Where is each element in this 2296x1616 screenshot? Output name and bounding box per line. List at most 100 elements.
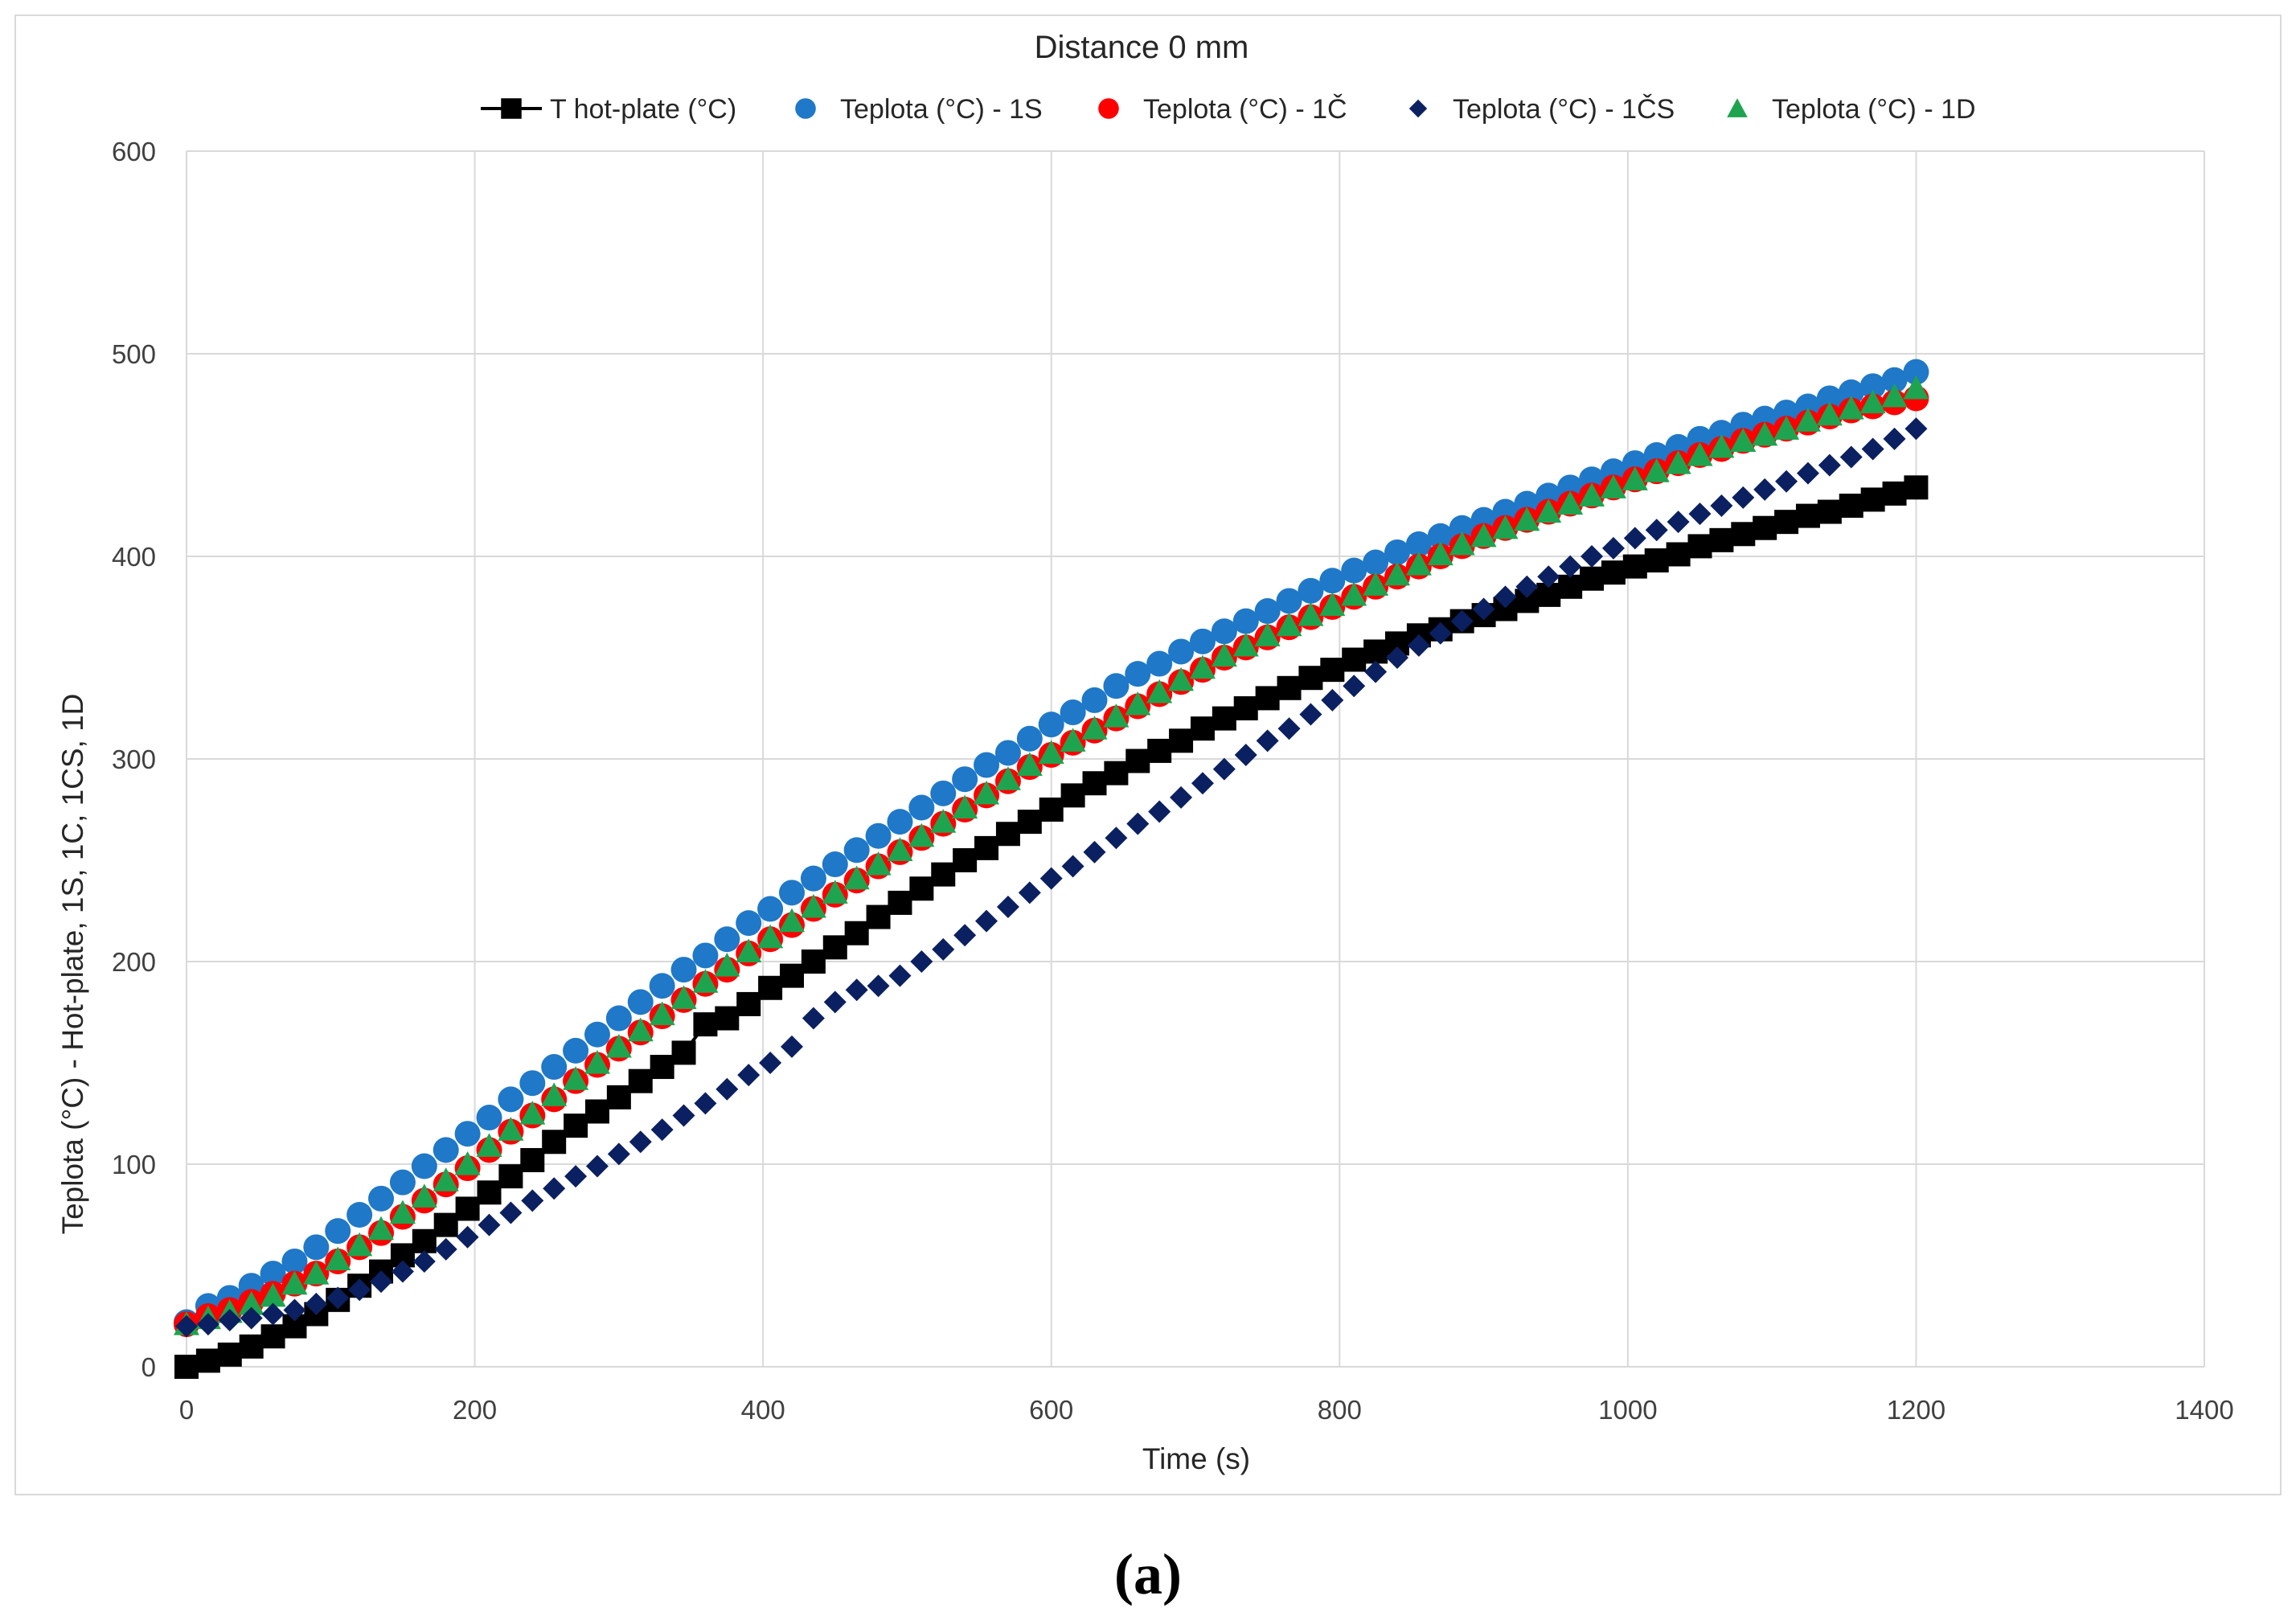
data-point	[781, 1035, 803, 1058]
data-point	[629, 1130, 652, 1154]
data-point	[888, 890, 912, 915]
data-point	[1232, 632, 1259, 657]
data-point	[454, 1121, 481, 1147]
data-point	[303, 1234, 330, 1261]
data-point	[1581, 545, 1604, 568]
data-point	[757, 924, 784, 949]
data-point	[649, 1001, 675, 1026]
data-point	[715, 1077, 739, 1101]
data-point	[476, 1105, 502, 1131]
data-point	[1125, 661, 1151, 687]
data-point	[370, 1270, 393, 1294]
data-point	[866, 904, 891, 929]
data-point	[1298, 666, 1323, 691]
data-point	[975, 909, 998, 933]
data-point	[1427, 523, 1453, 549]
data-point	[477, 1180, 502, 1205]
data-point	[412, 1249, 436, 1273]
data-point	[1083, 840, 1106, 863]
data-point	[434, 1237, 457, 1261]
data-point	[650, 1055, 674, 1080]
data-point	[1709, 527, 1734, 552]
data-point	[1298, 577, 1324, 604]
legend-marker	[1098, 98, 1119, 119]
y-tick-label: 400	[112, 542, 156, 572]
data-point	[1773, 416, 1800, 440]
data-point	[1277, 675, 1302, 700]
data-point	[714, 953, 740, 977]
data-point	[1147, 738, 1172, 763]
data-point	[909, 876, 934, 901]
data-point	[519, 1070, 546, 1097]
plot-area	[174, 359, 1929, 1379]
data-point	[1298, 602, 1324, 626]
data-point	[433, 1212, 458, 1237]
data-point	[498, 1117, 524, 1141]
data-point	[478, 1213, 501, 1237]
data-point	[1211, 618, 1237, 645]
y-tick-label: 0	[141, 1352, 156, 1382]
data-point	[1427, 541, 1453, 566]
data-point	[1904, 475, 1929, 500]
data-point	[867, 974, 890, 998]
chart-title: Distance 0 mm	[1035, 30, 1249, 65]
data-point	[844, 921, 869, 945]
data-point	[952, 766, 978, 793]
data-point	[1818, 453, 1841, 477]
data-point	[1341, 581, 1367, 606]
data-point	[1319, 592, 1346, 617]
data-point	[692, 969, 719, 993]
data-point	[498, 1164, 523, 1189]
data-point	[1450, 609, 1474, 633]
x-axis-ticks: 0 200 400 600 800 1000 1200 1400	[179, 1395, 2234, 1425]
data-point	[1363, 639, 1388, 664]
data-point	[1039, 867, 1063, 890]
data-point	[1320, 658, 1345, 683]
data-point	[1903, 359, 1929, 385]
data-point	[1363, 572, 1389, 596]
data-point	[1189, 628, 1216, 654]
data-point	[411, 1153, 437, 1179]
data-point	[1363, 549, 1389, 576]
data-point	[953, 848, 978, 872]
data-point	[520, 1147, 545, 1172]
series-3	[175, 417, 1928, 1338]
data-point	[932, 937, 955, 961]
legend-marker	[795, 98, 816, 119]
data-point	[1125, 749, 1150, 773]
data-point	[1537, 565, 1560, 589]
data-point	[1405, 531, 1432, 557]
data-point	[1687, 442, 1713, 466]
data-point	[260, 1324, 285, 1349]
data-point	[1449, 515, 1475, 541]
data-point	[303, 1261, 330, 1285]
data-point	[822, 851, 848, 878]
data-point	[1126, 812, 1150, 835]
data-point	[433, 1167, 459, 1191]
data-point	[1688, 502, 1712, 526]
data-point	[974, 835, 999, 860]
data-point	[779, 908, 805, 933]
data-point	[261, 1302, 285, 1326]
y-tick-label: 500	[112, 339, 156, 369]
data-point	[521, 1189, 544, 1212]
data-point	[994, 740, 1021, 766]
data-point	[1558, 574, 1583, 599]
x-tick-label: 800	[1318, 1395, 1362, 1425]
data-point	[1060, 699, 1086, 726]
data-point	[1125, 691, 1151, 716]
data-point	[1299, 703, 1322, 726]
data-point	[887, 837, 913, 861]
data-point	[389, 1200, 416, 1224]
data-point	[1666, 542, 1691, 567]
data-point	[931, 862, 956, 887]
data-point	[974, 780, 1000, 805]
data-point	[1384, 561, 1410, 586]
data-point	[1081, 716, 1108, 740]
data-point	[865, 822, 892, 849]
data-point	[1472, 597, 1495, 621]
data-point	[1016, 725, 1043, 752]
data-point	[455, 1196, 480, 1221]
data-point	[584, 1050, 610, 1074]
data-point	[1667, 511, 1690, 534]
